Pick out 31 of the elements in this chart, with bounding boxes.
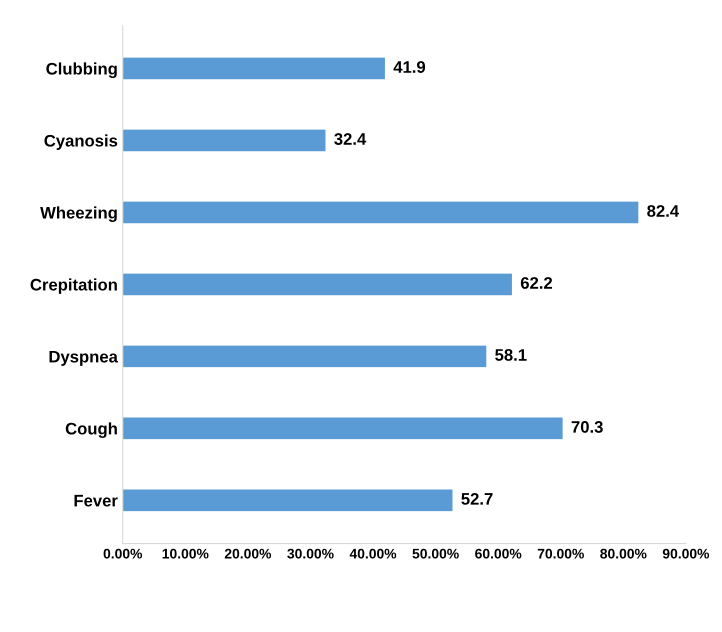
x-tick-label: 70.00% <box>538 548 584 559</box>
x-tick-label: 80.00% <box>600 548 647 559</box>
y-tick-label: Crepitation <box>30 278 117 294</box>
data-label: 41.9 <box>394 61 426 73</box>
bar <box>122 490 452 512</box>
y-tick-label: Cough <box>66 422 117 438</box>
x-tick-label: 60.00% <box>475 548 522 559</box>
bar <box>122 130 326 152</box>
bar <box>122 346 486 368</box>
bar <box>122 274 512 296</box>
y-tick-label: Fever <box>74 494 118 507</box>
bar <box>122 418 563 440</box>
y-tick-label: Dyspnea <box>50 350 118 366</box>
data-label: 82.4 <box>647 205 680 217</box>
data-label: 58.1 <box>495 349 527 361</box>
data-label: 62.2 <box>520 277 552 289</box>
x-tick-label: 20.00% <box>224 548 272 559</box>
x-tick-label: 40.00% <box>350 548 396 559</box>
data-label: 52.7 <box>461 493 493 505</box>
x-tick-label: 0.00% <box>104 548 142 559</box>
data-label: 32.4 <box>334 133 366 145</box>
bar <box>122 202 638 224</box>
y-tick-label: Clubbing <box>46 62 117 78</box>
data-label: 70.3 <box>572 421 603 433</box>
y-tick-label: Cyanosis <box>44 134 118 150</box>
x-tick-label: 30.00% <box>287 548 334 559</box>
x-tick-label: 50.00% <box>412 548 459 559</box>
y-tick-label: Wheezing <box>40 206 117 222</box>
x-tick-label: 90.00% <box>662 548 710 559</box>
x-tick-label: 10.00% <box>162 548 208 559</box>
bar <box>122 58 385 80</box>
